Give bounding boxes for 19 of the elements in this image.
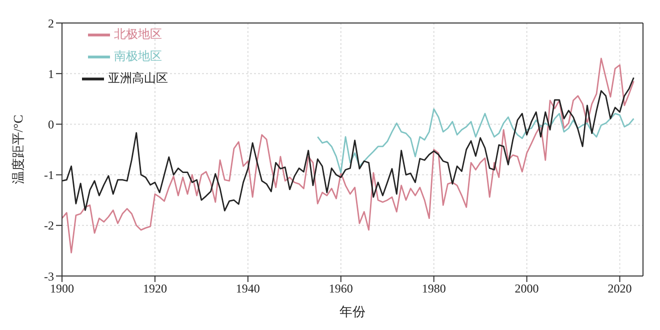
legend-label: 亚洲高山区 bbox=[108, 70, 168, 85]
x-tick-label: 1900 bbox=[50, 282, 74, 296]
y-tick-label: -2 bbox=[44, 218, 54, 233]
x-tick-label: 1940 bbox=[236, 282, 260, 296]
y-tick-label: 1 bbox=[48, 66, 54, 81]
y-tick-label: -3 bbox=[44, 269, 54, 284]
y-axis-title: 温度距平/°C bbox=[10, 114, 26, 184]
y-tick-label: -1 bbox=[44, 168, 54, 182]
y-tick-label: 0 bbox=[48, 117, 54, 132]
legend-label: 南极地区 bbox=[114, 48, 162, 63]
x-tick-label: 2000 bbox=[514, 282, 539, 296]
line-series bbox=[316, 108, 634, 174]
x-tick-label: 1980 bbox=[422, 282, 446, 296]
x-tick-label: 2020 bbox=[608, 282, 632, 296]
legend-label: 北极地区 bbox=[114, 26, 162, 41]
x-tick-label: 1960 bbox=[328, 282, 353, 296]
x-tick-label: 1920 bbox=[142, 282, 167, 296]
y-tick-label: 2 bbox=[48, 16, 54, 30]
x-axis-title: 年份 bbox=[340, 304, 366, 319]
